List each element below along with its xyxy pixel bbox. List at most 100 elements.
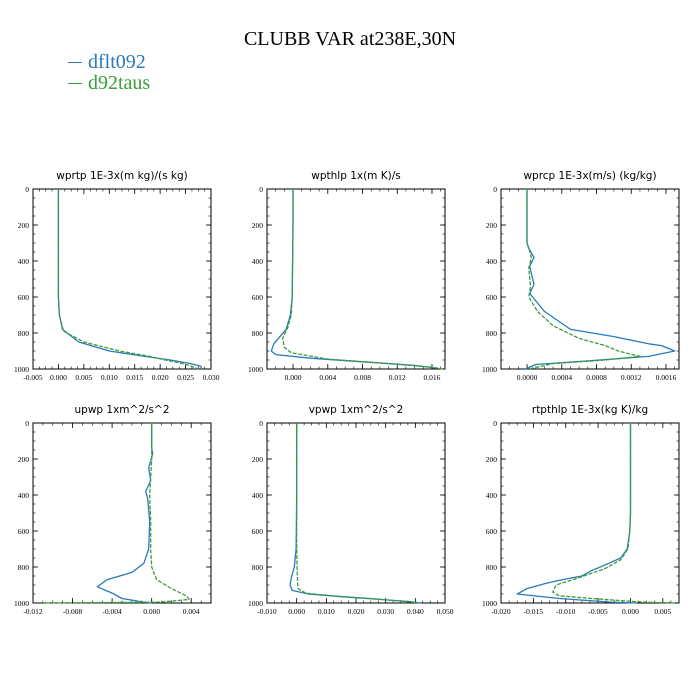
y-tick-label-4: 0 (25, 419, 29, 428)
legend-swatch-dflt092 (68, 62, 82, 63)
x-tick-label-4: 0.004 (183, 607, 200, 616)
y-tick-label-4: 800 (18, 563, 30, 572)
x-tick-label-1: 0.020 (152, 373, 169, 382)
series-line-d92taus-4 (42, 423, 190, 604)
x-tick-label-3: 0.0000 (517, 373, 538, 382)
x-tick-label-4: 0.000 (143, 607, 160, 616)
legend-item-d92taus: d92taus (68, 73, 150, 94)
y-tick-label-5: 0 (259, 419, 263, 428)
x-tick-label-4: -0.004 (102, 607, 122, 616)
x-tick-label-5: 0.010 (318, 607, 335, 616)
panel-frame-5 (266, 422, 446, 604)
y-tick-label-2: 1000 (248, 365, 263, 374)
y-tick-label-6: 600 (486, 527, 498, 536)
series-line-dflt092-1 (57, 189, 203, 370)
y-tick-label-5: 1000 (248, 599, 263, 608)
series-line-d92taus-3 (526, 189, 641, 370)
y-tick-label-5: 600 (252, 527, 264, 536)
y-tick-label-1: 400 (18, 257, 30, 266)
x-tick-label-5: 0.040 (407, 607, 424, 616)
y-tick-label-3: 200 (486, 221, 498, 230)
x-tick-label-5: 0.020 (348, 607, 365, 616)
x-tick-label-3: 0.0016 (656, 373, 677, 382)
series-line-dflt092-3 (525, 189, 676, 370)
x-tick-label-2: 0.004 (319, 373, 336, 382)
legend-swatch-d92taus (68, 83, 82, 84)
panel-title-5: vpwp 1xm^2/s^2 (309, 404, 404, 416)
panel-title-1: wprtp 1E-3x(m kg)/(s kg) (56, 170, 187, 182)
y-tick-label-3: 400 (486, 257, 498, 266)
y-tick-label-4: 400 (18, 491, 30, 500)
series-line-d92taus-5 (296, 423, 419, 604)
series-line-dflt092-4 (96, 423, 154, 604)
panel-frame-2 (266, 188, 446, 370)
y-tick-label-5: 200 (252, 455, 264, 464)
x-tick-label-3: 0.0012 (621, 373, 642, 382)
x-tick-label-5: 0.030 (377, 607, 394, 616)
y-tick-label-2: 600 (252, 293, 264, 302)
series-line-dflt092-6 (516, 423, 637, 604)
panel-title-6: rtpthlp 1E-3x(kg K)/kg (532, 404, 648, 416)
x-tick-label-6: 0.005 (654, 607, 671, 616)
y-tick-label-6: 800 (486, 563, 498, 572)
panel-frame-6 (500, 422, 680, 604)
x-tick-label-6: -0.020 (491, 607, 511, 616)
y-tick-label-2: 0 (259, 185, 263, 194)
x-tick-label-1: 0.000 (50, 373, 67, 382)
x-tick-label-2: 0.008 (354, 373, 371, 382)
series-line-d92taus-6 (552, 423, 676, 604)
x-tick-label-1: 0.010 (101, 373, 118, 382)
series-line-dflt092-2 (270, 189, 437, 369)
panel-title-2: wpthlp 1x(m K)/s (311, 170, 401, 182)
x-tick-label-2: 0.016 (424, 373, 441, 382)
figure-title: CLUBB VAR at238E,30N (243, 28, 457, 50)
panel-title-4: upwp 1xm^2/s^2 (75, 404, 170, 416)
y-tick-label-3: 600 (486, 293, 498, 302)
x-tick-label-5: 0.000 (288, 607, 305, 616)
y-tick-label-1: 600 (18, 293, 30, 302)
x-tick-label-1: 0.015 (126, 373, 143, 382)
x-tick-label-5: -0.010 (257, 607, 277, 616)
x-tick-label-2: 0.000 (285, 373, 302, 382)
x-tick-label-5: 0.050 (437, 607, 454, 616)
panel-frame-4 (32, 422, 212, 604)
x-tick-label-3: 0.0008 (586, 373, 607, 382)
y-tick-label-2: 400 (252, 257, 264, 266)
x-tick-label-6: -0.005 (588, 607, 608, 616)
legend-label-dflt092: dflt092 (88, 51, 146, 73)
y-tick-label-4: 200 (18, 455, 30, 464)
y-tick-label-1: 800 (18, 329, 30, 338)
series-line-dflt092-5 (289, 423, 422, 604)
series-line-d92taus-1 (57, 189, 199, 370)
x-tick-label-3: 0.0004 (551, 373, 572, 382)
y-tick-label-2: 200 (252, 221, 264, 230)
y-tick-label-6: 200 (486, 455, 498, 464)
x-tick-label-1: 0.030 (203, 373, 220, 382)
x-tick-label-6: -0.015 (524, 607, 544, 616)
x-tick-label-1: 0.005 (75, 373, 92, 382)
y-tick-label-5: 800 (252, 563, 264, 572)
y-tick-label-6: 400 (486, 491, 498, 500)
x-tick-label-1: -0.005 (23, 373, 43, 382)
legend: dflt092 d92taus (68, 52, 150, 94)
y-tick-label-5: 400 (252, 491, 264, 500)
y-tick-label-1: 200 (18, 221, 30, 230)
legend-label-d92taus: d92taus (88, 72, 151, 94)
y-tick-label-3: 800 (486, 329, 498, 338)
panel-title-3: wprcp 1E-3x(m/s) (kg/kg) (523, 170, 656, 182)
y-tick-label-2: 800 (252, 329, 264, 338)
x-tick-label-6: -0.010 (556, 607, 576, 616)
y-tick-label-6: 0 (493, 419, 497, 428)
y-tick-label-4: 600 (18, 527, 30, 536)
x-tick-label-4: -0.008 (63, 607, 83, 616)
y-tick-label-6: 1000 (482, 599, 497, 608)
y-tick-label-4: 1000 (14, 599, 29, 608)
panel-frame-1 (32, 188, 212, 370)
x-tick-label-1: 0.025 (177, 373, 194, 382)
y-tick-label-3: 0 (493, 185, 497, 194)
y-tick-label-1: 1000 (14, 365, 29, 374)
x-tick-label-6: 0.000 (622, 607, 639, 616)
x-tick-label-4: -0.012 (23, 607, 43, 616)
legend-item-dflt092: dflt092 (68, 52, 150, 73)
